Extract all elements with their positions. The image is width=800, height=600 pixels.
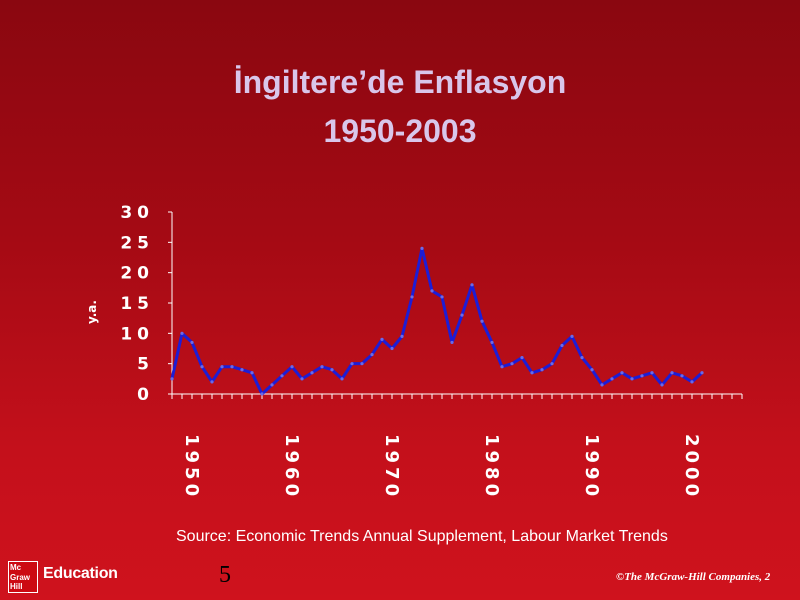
data-point — [430, 289, 434, 293]
data-point — [590, 368, 594, 372]
y-axis-ticks: 0 5 10 15 20 25 30 — [120, 203, 172, 405]
y-tick-label: 15 — [120, 294, 154, 314]
data-point — [570, 334, 574, 338]
data-point — [220, 365, 224, 369]
data-point — [480, 319, 484, 323]
y-tick-label: 0 — [137, 385, 154, 405]
data-point — [200, 365, 204, 369]
y-tick-label: 20 — [120, 264, 154, 284]
data-point — [310, 371, 314, 375]
data-point — [600, 383, 604, 387]
y-tick-label: 30 — [120, 203, 154, 223]
page-number: 5 — [219, 562, 231, 588]
data-point — [240, 368, 244, 372]
data-point — [580, 356, 584, 360]
y-tick-label: 25 — [120, 233, 154, 253]
x-tick-label: 1950 — [181, 434, 202, 500]
chart-title: İngiltere’de Enflasyon — [233, 64, 567, 100]
data-point — [610, 377, 614, 381]
data-point — [660, 383, 664, 387]
data-point — [550, 362, 554, 366]
data-point — [640, 374, 644, 378]
data-point — [420, 246, 424, 250]
data-point — [390, 346, 394, 351]
source-note: Source: Economic Trends Annual Supplemen… — [176, 528, 668, 545]
chart-subtitle: 1950-2003 — [323, 113, 477, 149]
x-tick-label: 2000 — [681, 434, 702, 500]
data-point — [170, 377, 174, 381]
logo-line: Graw — [10, 572, 31, 582]
data-point — [260, 392, 264, 396]
data-point — [540, 368, 544, 372]
data-point — [530, 371, 534, 375]
data-point — [650, 371, 654, 375]
data-point — [340, 377, 344, 381]
education-logo-text: Education — [43, 565, 118, 582]
logo-line: Mc — [10, 563, 22, 572]
data-point — [290, 365, 294, 369]
data-point — [320, 365, 324, 369]
data-point — [330, 368, 334, 372]
data-point — [410, 295, 414, 299]
data-point — [250, 371, 254, 375]
data-point — [560, 343, 564, 348]
data-point — [350, 362, 354, 366]
y-tick-label: 10 — [120, 324, 154, 344]
data-point — [360, 362, 364, 366]
data-point — [500, 365, 504, 369]
data-point — [670, 371, 674, 375]
x-tick-label: 1970 — [381, 434, 402, 500]
chart-axes — [171, 212, 742, 395]
data-point — [520, 356, 524, 360]
copyright-note: ©The McGraw-Hill Companies, 2 — [616, 571, 771, 583]
data-point — [510, 362, 514, 366]
data-point — [230, 365, 234, 369]
data-point — [210, 380, 214, 384]
data-point — [680, 374, 684, 378]
data-point — [300, 377, 304, 381]
y-tick-label: 5 — [137, 355, 154, 375]
x-axis-ticks: 1950 1960 1970 1980 1990 2000 — [171, 394, 743, 500]
x-tick-label: 1990 — [581, 434, 602, 500]
data-point — [180, 331, 184, 335]
data-point — [490, 340, 494, 345]
data-point — [690, 380, 694, 384]
data-point — [380, 337, 384, 341]
data-point — [700, 371, 704, 375]
y-axis-label: y.a. — [85, 300, 99, 324]
data-point — [400, 334, 404, 338]
x-tick-label: 1980 — [481, 434, 502, 500]
data-point — [460, 313, 464, 317]
series-line — [170, 246, 704, 396]
logo-line: Hill — [10, 582, 23, 591]
data-point — [440, 295, 444, 299]
data-point — [630, 377, 634, 381]
data-point — [370, 352, 374, 357]
data-point — [450, 340, 454, 345]
mcgraw-hill-logo: Mc Graw Hill — [8, 561, 38, 593]
data-point — [620, 371, 624, 375]
data-point — [190, 340, 194, 345]
data-point — [270, 383, 274, 387]
data-point — [280, 374, 284, 378]
data-point — [470, 283, 474, 287]
x-tick-label: 1960 — [281, 434, 302, 500]
inflation-series — [170, 246, 704, 396]
